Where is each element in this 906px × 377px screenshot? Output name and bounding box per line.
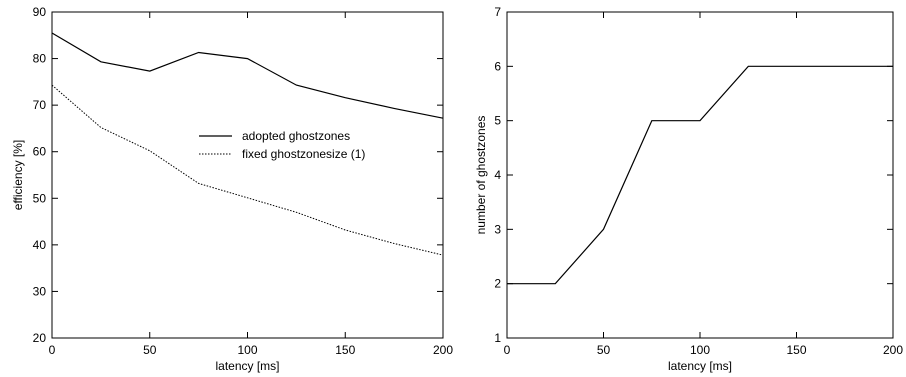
y-tick-label: 70 bbox=[33, 98, 47, 112]
series-line-2 bbox=[51, 84, 444, 256]
x-axis-label: latency [ms] bbox=[215, 359, 279, 373]
series-line-1 bbox=[51, 32, 444, 119]
y-tick-label: 20 bbox=[33, 331, 47, 345]
y-tick-label: 60 bbox=[33, 145, 47, 159]
y-tick-label: 90 bbox=[33, 5, 47, 19]
y-tick-label: 2 bbox=[494, 277, 501, 291]
y-tick-label: 7 bbox=[494, 5, 501, 19]
x-tick-label: 150 bbox=[335, 343, 355, 357]
plot-frame bbox=[51, 11, 444, 339]
x-tick-label: 150 bbox=[786, 343, 806, 357]
y-tick-label: 3 bbox=[494, 222, 501, 236]
legend-label-1: adopted ghostzones bbox=[242, 129, 350, 143]
series-line-1 bbox=[507, 65, 893, 285]
x-tick-label: 50 bbox=[597, 343, 611, 357]
x-tick-label: 0 bbox=[49, 343, 56, 357]
legend-label-2: fixed ghostzonesize (1) bbox=[242, 147, 365, 161]
x-axis-label: latency [ms] bbox=[668, 359, 732, 373]
legend: adopted ghostzones fixed ghostzonesize (1… bbox=[199, 129, 365, 161]
y-tick-label: 80 bbox=[33, 52, 47, 66]
y-tick-label: 6 bbox=[494, 59, 501, 73]
y-tick-label: 1 bbox=[494, 331, 501, 345]
y-tick-label: 4 bbox=[494, 168, 501, 182]
y-tick-label: 50 bbox=[33, 191, 47, 205]
y-axis-label: number of ghostzones bbox=[474, 116, 488, 235]
chart-1: 20 30 40 50 60 70 80 90 0 50 100 150 200 latency [ms]… bbox=[11, 5, 453, 373]
y-tick-label: 5 bbox=[494, 114, 501, 128]
x-tick-label: 200 bbox=[433, 343, 453, 357]
x-tick-label: 100 bbox=[237, 343, 257, 357]
y-tick-label: 30 bbox=[33, 284, 47, 298]
chart-2: 1 2 3 4 5 6 7 0 50 100 150 200 latency [ms] number of… bbox=[474, 5, 903, 373]
x-tick-label: 200 bbox=[883, 343, 903, 357]
y-tick-label: 40 bbox=[33, 238, 47, 252]
plot-frame bbox=[506, 11, 894, 339]
x-tick-label: 0 bbox=[504, 343, 511, 357]
y-axis-label: efficiency [%] bbox=[11, 140, 25, 210]
x-tick-label: 100 bbox=[690, 343, 710, 357]
x-tick-label: 50 bbox=[143, 343, 157, 357]
